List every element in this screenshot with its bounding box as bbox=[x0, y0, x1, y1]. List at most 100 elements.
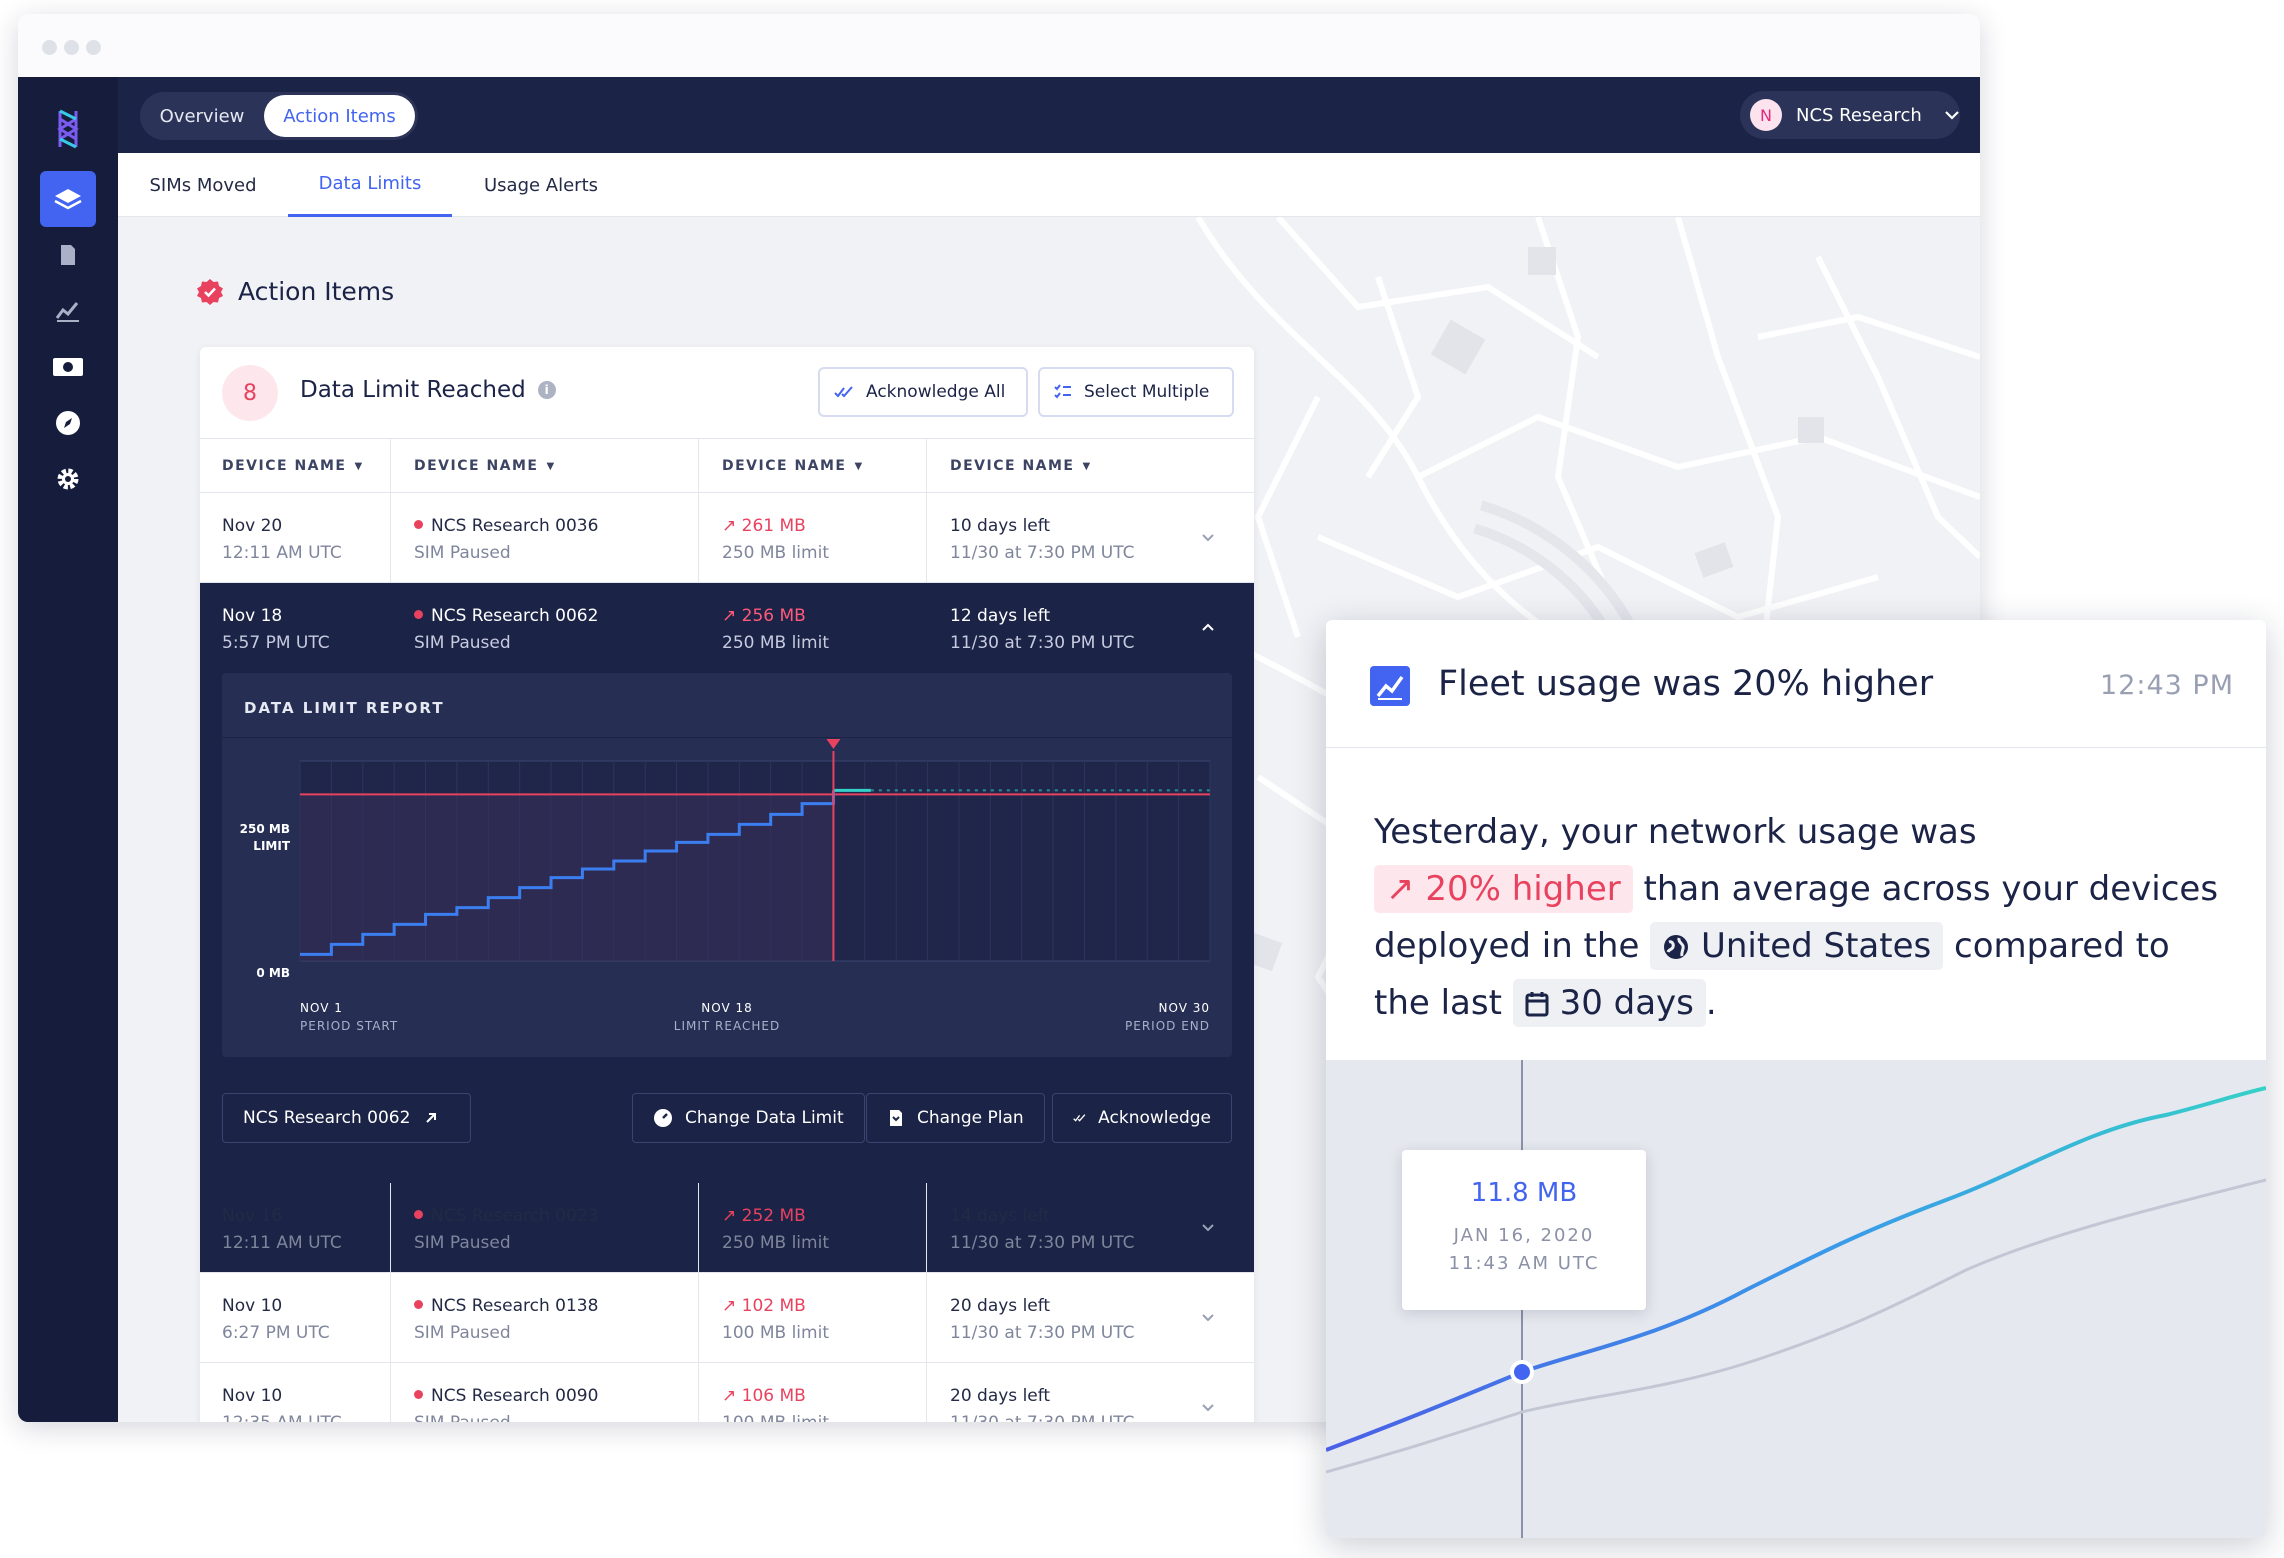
sort-caret-icon: ▼ bbox=[854, 460, 864, 472]
compass-icon[interactable] bbox=[40, 395, 96, 451]
column-header-device[interactable]: DEVICE NAME ▼ bbox=[414, 439, 556, 493]
chevron-down-icon bbox=[1944, 111, 1959, 120]
expanded-panel: DATA LIMIT REPORT 250 MB LIMIT 0 MB NOV 1… bbox=[200, 673, 1254, 1273]
x-tick-label: NOV 1 bbox=[300, 1001, 343, 1015]
device-name: NCS Research 0036 bbox=[431, 516, 599, 536]
column-header-date[interactable]: DEVICE NAME ▼ bbox=[222, 439, 364, 493]
time-text: 6:27 PM UTC bbox=[222, 1323, 330, 1343]
change-plan-button[interactable]: Change Plan bbox=[866, 1093, 1045, 1143]
window-minimize-dot[interactable] bbox=[64, 40, 79, 55]
chevron-down-icon[interactable] bbox=[1200, 529, 1216, 545]
chevron-down-icon[interactable] bbox=[1200, 1399, 1216, 1415]
region-chip[interactable]: United States bbox=[1650, 922, 1944, 970]
org-name: NCS Research bbox=[1796, 104, 1922, 126]
logo-icon[interactable] bbox=[46, 107, 90, 151]
date-text: Nov 10 bbox=[222, 1386, 283, 1406]
x-tick-sub: PERIOD START bbox=[300, 1019, 399, 1033]
device-name: NCS Research 0090 bbox=[431, 1386, 599, 1406]
gear-icon[interactable] bbox=[40, 451, 96, 507]
status-dot bbox=[414, 1209, 423, 1219]
acknowledge-button[interactable]: Acknowledge bbox=[1052, 1093, 1232, 1143]
window-close-dot[interactable] bbox=[42, 40, 57, 55]
limit-text: 250 MB limit bbox=[722, 543, 829, 563]
table-row[interactable]: Nov 20 12:11 AM UTC NCS Research 0036 SIM … bbox=[200, 493, 1254, 583]
tooltip-date-text: JAN 16, 2020 bbox=[1453, 1225, 1595, 1246]
row-date: Nov 10 12:35 AM UTC bbox=[222, 1383, 342, 1422]
app-window: Overview Action Items N NCS Research SIM… bbox=[18, 14, 1980, 1422]
chevron-down-icon[interactable] bbox=[1200, 1309, 1216, 1325]
status-dot bbox=[414, 1389, 423, 1399]
column-header-usage[interactable]: DEVICE NAME ▼ bbox=[722, 439, 864, 493]
table-row-expanded[interactable]: Nov 18 5:57 PM UTC NCS Research 0062 SIM P… bbox=[200, 583, 1254, 673]
period-end: 11/30 at 7:30 PM UTC bbox=[950, 1410, 1135, 1422]
subtab-sims-moved[interactable]: SIMs Moved bbox=[149, 174, 257, 196]
subtab-data-limits[interactable]: Data Limits bbox=[288, 153, 452, 217]
device-link-button[interactable]: NCS Research 0062 bbox=[222, 1093, 472, 1143]
sim-status: SIM Paused bbox=[414, 633, 511, 653]
date-text: Nov 20 bbox=[222, 516, 283, 536]
data-limit-report: DATA LIMIT REPORT 250 MB LIMIT 0 MB NOV 1… bbox=[222, 673, 1232, 1057]
sim-status: SIM Paused bbox=[414, 543, 511, 563]
hover-point[interactable] bbox=[1514, 1364, 1530, 1380]
info-icon[interactable]: i bbox=[537, 381, 556, 399]
sub-nav: SIMs Moved Data Limits Usage Alerts bbox=[118, 153, 1980, 217]
row-period: 20 days left 11/30 at 7:30 PM UTC bbox=[950, 1383, 1135, 1422]
document-icon[interactable] bbox=[40, 227, 96, 283]
chevron-up-icon[interactable] bbox=[1200, 619, 1216, 635]
table-row[interactable]: Nov 16 12:11 AM UTC NCS Research 0023 SIM … bbox=[200, 1183, 1254, 1273]
layers-icon[interactable] bbox=[40, 171, 96, 227]
report-chart bbox=[299, 739, 1211, 962]
acknowledge-all-button[interactable]: Acknowledge All bbox=[818, 367, 1028, 417]
row-usage: ↗ 261 MB 250 MB limit bbox=[722, 513, 829, 567]
report-divider bbox=[222, 737, 1232, 738]
acknowledge-label: Acknowledge bbox=[1098, 1108, 1211, 1128]
select-multiple-button[interactable]: Select Multiple bbox=[1038, 367, 1234, 417]
table-row[interactable]: Nov 10 6:27 PM UTC NCS Research 0138 SIM P… bbox=[200, 1273, 1254, 1363]
sim-status: SIM Paused bbox=[414, 1410, 598, 1422]
window-zoom-dot[interactable] bbox=[86, 40, 101, 55]
column-divider bbox=[926, 439, 927, 583]
chart-icon[interactable] bbox=[40, 283, 96, 339]
chevron-down-icon[interactable] bbox=[1200, 1219, 1216, 1235]
row-usage: ↗ 252 MB 250 MB limit bbox=[722, 1203, 829, 1257]
card-title-text: Data Limit Reached bbox=[300, 377, 526, 403]
device-name: NCS Research 0138 bbox=[431, 1296, 599, 1316]
org-switcher[interactable]: N NCS Research bbox=[1740, 91, 1960, 139]
x-tick-limit-reached: NOV 18 LIMIT REACHED bbox=[572, 999, 882, 1035]
billing-icon[interactable] bbox=[40, 339, 96, 395]
table-row[interactable]: Nov 10 12:35 AM UTC NCS Research 0090 SIM … bbox=[200, 1363, 1254, 1422]
row-device: NCS Research 0023 SIM Paused bbox=[414, 1203, 598, 1257]
popup-title: Fleet usage was 20% higher bbox=[1438, 664, 1934, 704]
verified-badge-icon bbox=[197, 278, 223, 305]
fleet-usage-popup: Fleet usage was 20% higher 12:43 PM Yest… bbox=[1326, 620, 2266, 1538]
tab-overview[interactable]: Overview bbox=[159, 105, 245, 127]
y-tick-limit: 250 MB LIMIT bbox=[230, 821, 290, 855]
view-switcher: Overview Action Items bbox=[140, 92, 418, 140]
x-tick-sub: PERIOD END bbox=[1125, 1019, 1210, 1033]
x-tick-start: NOV 1 PERIOD START bbox=[300, 999, 398, 1035]
column-header-period[interactable]: DEVICE NAME ▼ bbox=[950, 439, 1092, 493]
tooltip-time-text: 11:43 AM UTC bbox=[1448, 1253, 1600, 1274]
double-check-icon bbox=[834, 386, 853, 398]
days-left: 10 days left bbox=[950, 516, 1051, 536]
sort-caret-icon: ▼ bbox=[546, 460, 556, 472]
status-dot bbox=[414, 519, 423, 529]
select-multiple-label: Select Multiple bbox=[1084, 382, 1210, 402]
date-text: Nov 18 bbox=[222, 606, 283, 626]
message-text: . bbox=[1705, 983, 1717, 1023]
y-tick-label: 250 MB bbox=[239, 822, 290, 836]
percent-chip-label: 20% higher bbox=[1425, 869, 1621, 909]
usage-trend-chart: 11.8 MB JAN 16, 2020 11:43 AM UTC bbox=[1326, 1060, 2266, 1538]
change-plan-label: Change Plan bbox=[917, 1108, 1024, 1128]
popup-message: Yesterday, your network usage was ↗ 20% … bbox=[1374, 804, 2234, 1032]
row-date: Nov 18 5:57 PM UTC bbox=[222, 603, 330, 657]
period-chip[interactable]: 30 days bbox=[1512, 979, 1706, 1027]
subtab-usage-alerts[interactable]: Usage Alerts bbox=[483, 174, 599, 196]
tab-action-items[interactable]: Action Items bbox=[264, 95, 415, 137]
column-divider bbox=[926, 1183, 927, 1422]
row-usage: ↗ 102 MB 100 MB limit bbox=[722, 1293, 829, 1347]
change-data-limit-button[interactable]: Change Data Limit bbox=[632, 1093, 865, 1143]
usage-series-line bbox=[1326, 1086, 2266, 1452]
column-header-label: DEVICE NAME bbox=[414, 458, 539, 474]
usage-value: 252 MB bbox=[741, 1206, 806, 1226]
